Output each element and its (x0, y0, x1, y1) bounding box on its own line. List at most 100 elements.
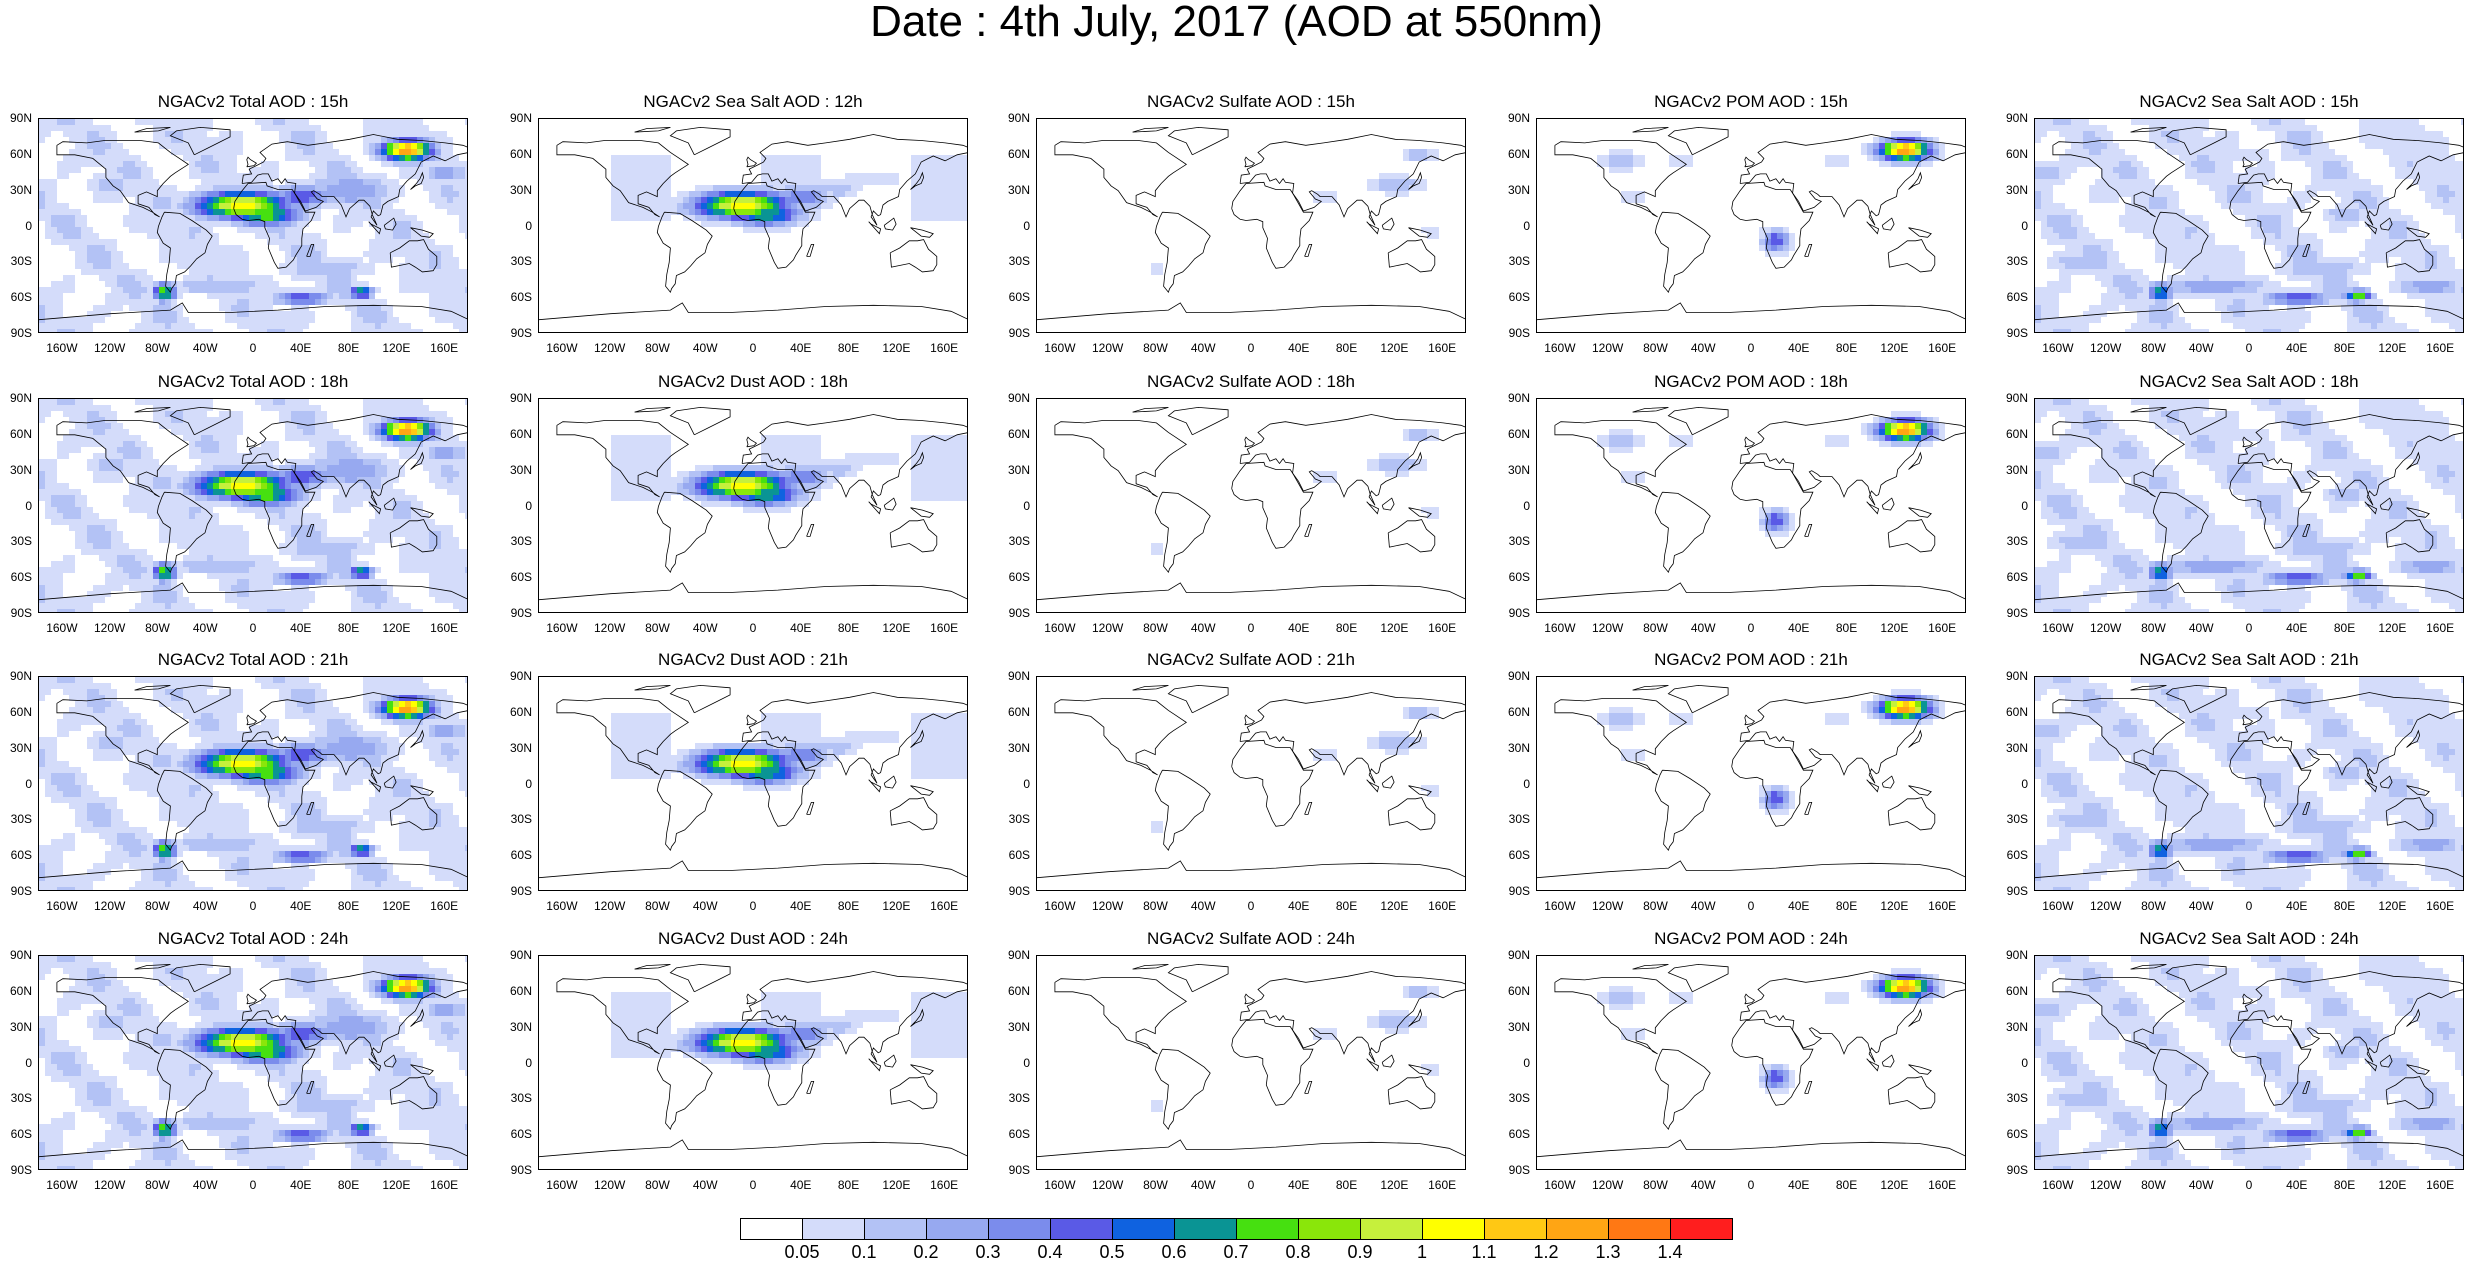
aod-cell (2047, 299, 2053, 305)
aod-cell (2455, 305, 2461, 311)
aod-cell (2299, 233, 2305, 239)
aod-cell (453, 441, 459, 447)
aod-cell (267, 447, 273, 453)
aod-cell (2353, 203, 2359, 209)
aod-cell (381, 405, 387, 411)
aod-cell (2221, 179, 2227, 185)
aod-cell (929, 203, 935, 209)
aod-cell (465, 441, 468, 447)
aod-cell (159, 323, 165, 329)
aod-cell (2053, 173, 2059, 179)
aod-cell (743, 197, 749, 203)
aod-cell (2461, 203, 2464, 209)
aod-cell (321, 245, 327, 251)
aod-cell (189, 131, 195, 137)
aod-cell (1391, 191, 1397, 197)
aod-cell (93, 435, 99, 441)
aod-cell (231, 215, 237, 221)
aod-cell (189, 167, 195, 173)
aod-cell (309, 405, 315, 411)
aod-cell (87, 257, 93, 263)
aod-cell (2257, 275, 2263, 281)
aod-cell (165, 465, 171, 471)
aod-cell (2059, 239, 2065, 245)
aod-cell (81, 131, 87, 137)
aod-cell (99, 257, 105, 263)
aod-cell (1891, 143, 1897, 149)
aod-cell (2251, 155, 2257, 161)
aod-cell (2041, 305, 2047, 311)
aod-cell (111, 305, 117, 311)
aod-cell (183, 399, 189, 405)
aod-cell (2329, 257, 2335, 263)
aod-cell (297, 257, 303, 263)
aod-cell (635, 155, 641, 161)
aod-cell (2113, 281, 2119, 287)
aod-cell (39, 305, 45, 311)
aod-cell (851, 191, 857, 197)
lon-tick-label: 40W (2181, 341, 2221, 355)
lat-tick-label: 30S (1500, 254, 1530, 268)
aod-cell (2203, 119, 2209, 125)
aod-cell (153, 197, 159, 203)
aod-cell (611, 209, 617, 215)
aod-cell (1939, 143, 1945, 149)
aod-cell (309, 257, 315, 263)
aod-cell (81, 263, 87, 269)
aod-cell (171, 233, 177, 239)
lat-tick-label: 90N (2, 111, 32, 125)
aod-cell (2365, 131, 2371, 137)
aod-cell (2161, 221, 2167, 227)
aod-cell (2443, 269, 2449, 275)
aod-cell (171, 329, 177, 333)
aod-cell (2251, 317, 2257, 323)
aod-cell (2221, 191, 2227, 197)
aod-cell (309, 311, 315, 317)
aod-cell (2083, 161, 2089, 167)
aod-cell (87, 227, 93, 233)
aod-cell (363, 209, 369, 215)
aod-cell (2077, 329, 2083, 333)
aod-cell (315, 161, 321, 167)
aod-cell (309, 143, 315, 149)
aod-cell (2113, 299, 2119, 305)
aod-cell (2377, 245, 2383, 251)
aod-cell (345, 185, 351, 191)
aod-cell (291, 405, 297, 411)
aod-cell (2233, 173, 2239, 179)
aod-cell (273, 311, 279, 317)
aod-cell (2173, 119, 2179, 125)
aod-cell (267, 471, 273, 477)
aod-cell (363, 215, 369, 221)
aod-cell (2113, 173, 2119, 179)
aod-cell (51, 299, 57, 305)
aod-cell (459, 471, 465, 477)
aod-cell (2371, 251, 2377, 257)
aod-cell (375, 465, 381, 471)
aod-cell (2437, 269, 2443, 275)
aod-cell (39, 203, 45, 209)
coastline (1888, 240, 1935, 272)
aod-cell (2287, 269, 2293, 275)
coastline (1909, 173, 1922, 190)
aod-cell (2377, 329, 2383, 333)
aod-cell (213, 197, 219, 203)
aod-cell (159, 411, 165, 417)
aod-cell (2053, 305, 2059, 311)
aod-cell (953, 161, 959, 167)
aod-cell (2401, 119, 2407, 125)
aod-cell (2215, 149, 2221, 155)
aod-cell (75, 239, 81, 245)
aod-cell (147, 233, 153, 239)
aod-cell (2209, 263, 2215, 269)
aod-cell (381, 317, 387, 323)
aod-cell (441, 149, 447, 155)
aod-cell (707, 203, 713, 209)
aod-cell (231, 221, 237, 227)
aod-cell (2305, 275, 2311, 281)
aod-cell (959, 197, 965, 203)
aod-cell (387, 435, 393, 441)
aod-cell (195, 203, 201, 209)
aod-cell (219, 173, 225, 179)
aod-cell (1789, 233, 1795, 239)
